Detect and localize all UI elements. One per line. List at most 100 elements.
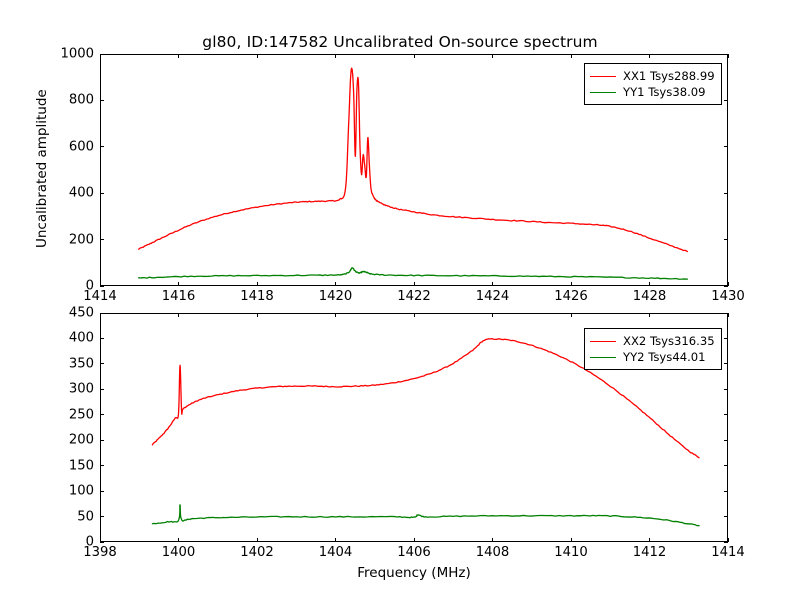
y-tickmark [100, 439, 104, 441]
legend-item-xx2[interactable]: XX2 Tsys316.35 [590, 333, 715, 349]
x-tickmark [256, 538, 258, 542]
y-tick-label: 150 [68, 458, 94, 474]
y-tickmark [724, 285, 728, 287]
x-tickmark [492, 538, 493, 542]
y-tick-label: 350 [68, 356, 94, 372]
x-tick-label: 1398 [83, 545, 117, 560]
x-tick-label: 1404 [318, 545, 353, 560]
y-tickmark [100, 285, 104, 287]
x-tick-label: 1416 [161, 289, 196, 304]
y-tickmark [100, 192, 104, 194]
page-title: gl80, ID:147582 Uncalibrated On-source s… [202, 33, 598, 51]
y-tick-label: 50 [77, 509, 94, 525]
y-tickmark [724, 388, 728, 390]
legend-swatch-yy2 [590, 356, 616, 358]
legend-swatch-yy1 [590, 91, 616, 93]
x-tickmark [649, 313, 650, 317]
y-axis-label-top: Uncalibrated amplitude [34, 89, 50, 248]
legend-label-xx1: XX1 Tsys288.99 [623, 69, 715, 83]
legend-item-yy1[interactable]: YY1 Tsys38.09 [590, 84, 715, 100]
y-tickmark [724, 99, 728, 101]
x-tickmark [99, 313, 101, 317]
y-tick-label: 800 [68, 92, 94, 108]
y-tickmark [724, 53, 728, 55]
y-tickmark [100, 388, 104, 390]
x-tickmark [492, 313, 493, 317]
x-tickmark [413, 54, 415, 58]
legend-top[interactable]: XX1 Tsys288.99 YY1 Tsys38.09 [584, 63, 722, 105]
x-tickmark [570, 282, 572, 286]
y-tickmark [724, 490, 728, 492]
x-tick-label: 1418 [240, 289, 274, 304]
x-tick-label: 1422 [397, 289, 431, 304]
x-tickmark [99, 54, 101, 58]
series-line [138, 68, 688, 251]
y-tickmark [100, 239, 104, 241]
y-tick-label: 400 [68, 330, 94, 346]
y-tickmark [724, 239, 728, 241]
x-tickmark [413, 538, 415, 542]
x-tickmark [492, 54, 493, 58]
x-tickmark [256, 313, 258, 317]
x-tickmark [256, 282, 258, 286]
x-tickmark [335, 538, 336, 542]
y-tick-label: 200 [68, 432, 94, 448]
y-tickmark [100, 146, 104, 148]
legend-swatch-xx1 [590, 75, 616, 77]
axis-tickmarks-bottom [99, 312, 729, 543]
x-tickmark [413, 313, 415, 317]
y-tickmark [724, 516, 728, 518]
y-tickmark [724, 414, 728, 416]
y-tick-label: 0 [85, 534, 94, 550]
y-tickmark [724, 337, 728, 339]
x-tick-label: 1412 [632, 545, 667, 560]
x-tickmark [335, 313, 336, 317]
y-tickmark [100, 465, 104, 467]
x-tick-label: 1400 [161, 545, 196, 560]
y-tick-label: 0 [85, 278, 94, 294]
x-tickmark [256, 54, 258, 58]
x-tickmark [727, 282, 729, 286]
x-tickmark [99, 282, 101, 286]
y-tickmark [100, 363, 104, 365]
legend-swatch-xx2 [590, 340, 616, 342]
legend-bottom[interactable]: XX2 Tsys316.35 YY2 Tsys44.01 [584, 328, 722, 370]
y-tickmark [724, 363, 728, 365]
y-tick-label: 600 [68, 139, 94, 155]
y-tickmark [100, 337, 104, 339]
x-axis-ticklabels-bottom: 1398 1400 1402 1404 1406 1408 1410 1412 1414 [83, 545, 745, 565]
series-line [138, 268, 688, 279]
x-tick-label: 1402 [240, 545, 274, 560]
legend-label-yy1: YY1 Tsys38.09 [623, 85, 706, 99]
x-tickmark [570, 313, 572, 317]
legend-item-xx1[interactable]: XX1 Tsys288.99 [590, 68, 715, 84]
series-line [152, 339, 700, 458]
x-axis-label: Frequency (MHz) [357, 565, 471, 581]
x-tickmark [727, 54, 729, 58]
x-tick-label: 1414 [83, 289, 117, 304]
x-tick-label: 1414 [711, 545, 745, 560]
x-tickmark [178, 313, 179, 317]
x-tickmark [649, 538, 650, 542]
legend-item-yy2[interactable]: YY2 Tsys44.01 [590, 349, 715, 365]
y-tickmark [724, 439, 728, 441]
y-tickmark [724, 465, 728, 467]
y-tickmark [100, 490, 104, 492]
x-tickmark [727, 538, 729, 542]
y-axis-ticklabels-top: 0 200 400 600 800 1000 [50, 47, 94, 294]
y-tickmark [724, 312, 728, 314]
y-axis-ticklabels-bottom: 0 50 100 150 200 250 300 350 400 450 [50, 306, 94, 550]
series-line [152, 505, 700, 526]
x-tickmark [178, 54, 179, 58]
axis-tickmarks-top [99, 53, 729, 287]
x-tickmark [413, 282, 415, 286]
x-tickmark [570, 538, 572, 542]
x-tickmark [649, 54, 650, 58]
y-tickmark [100, 541, 104, 543]
x-tickmark [727, 313, 729, 317]
legend-label-xx2: XX2 Tsys316.35 [623, 334, 715, 348]
spectrum-plot-top [101, 55, 727, 285]
x-tickmark [335, 54, 336, 58]
x-tickmark [178, 538, 179, 542]
